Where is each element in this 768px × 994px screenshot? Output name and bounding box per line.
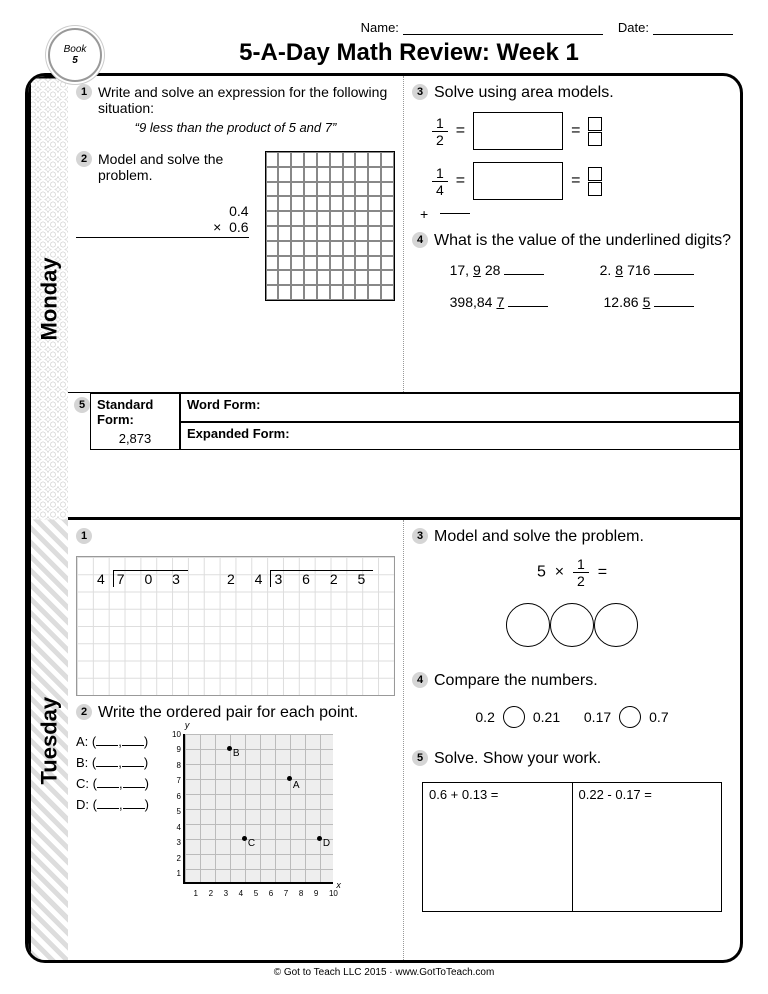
- monday-block: 1 Write and solve an expression for the …: [68, 76, 740, 520]
- mon-p3-plus: +: [420, 206, 732, 222]
- page-title: 5-A-Day Math Review: Week 1: [75, 39, 743, 67]
- mon-p5-num: 5: [74, 397, 90, 413]
- mon-p2-text: Model and solve the problem.: [98, 151, 255, 183]
- badge-num: 5: [72, 55, 78, 66]
- tue-p2-num: 2: [76, 704, 92, 720]
- tab-tuesday: Tuesday: [28, 520, 68, 961]
- tue-p4-row: 0.20.21 0.170.7: [412, 706, 732, 728]
- tue-p5-num: 5: [412, 750, 428, 766]
- point-d: [317, 836, 322, 841]
- mon-p4-v3: 398,847: [450, 294, 505, 310]
- mon-p5-wf-label[interactable]: Word Form:: [180, 393, 740, 422]
- mon-p3-f2d: 4: [432, 182, 448, 198]
- point-a: [287, 776, 292, 781]
- tue-p5-e1[interactable]: 0.6 + 0.13 =: [423, 783, 573, 911]
- mon-p3-text: Solve using area models.: [434, 84, 732, 102]
- date-blank[interactable]: [653, 20, 733, 35]
- mon-p3-f1d: 2: [432, 132, 448, 148]
- mon-p3-num: 3: [412, 84, 428, 100]
- name-label: Name:: [361, 20, 399, 35]
- mon-p2-num: 2: [76, 151, 92, 167]
- tue-p4-text: Compare the numbers.: [434, 672, 732, 690]
- tue-p1-div2: 2 43 6 2 5: [227, 571, 373, 587]
- mon-p3-row1: 12 = =: [432, 112, 732, 150]
- mon-p5-sf-val: 2,873: [97, 431, 173, 446]
- mon-p2-a: 0.4: [76, 203, 249, 219]
- mon-p1-num: 1: [76, 84, 92, 100]
- tue-p1-num: 1: [76, 528, 92, 544]
- header-line: Name: Date:: [25, 20, 743, 35]
- tue-p3-num: 3: [412, 528, 428, 544]
- tue-p2-text: Write the ordered pair for each point.: [98, 704, 395, 722]
- tue-p1-div1: 47 0 3: [97, 571, 188, 587]
- mon-p2-op: ×: [213, 219, 221, 235]
- footer: © Got to Teach LLC 2015 · www.GotToTeach…: [25, 967, 743, 978]
- tue-p3-text: Model and solve the problem.: [434, 528, 732, 546]
- mon-p2-b: 0.6: [229, 219, 248, 235]
- tue-p4-num: 4: [412, 672, 428, 688]
- days-column: Monday Tuesday: [28, 76, 68, 960]
- mon-p5-sf-label: Standard Form:: [97, 397, 173, 427]
- tue-p5-text: Solve. Show your work.: [434, 750, 732, 768]
- area-rect-2[interactable]: [473, 162, 563, 200]
- name-blank[interactable]: [403, 20, 603, 35]
- content-column: 1 Write and solve an expression for the …: [68, 76, 740, 960]
- main-frame: Monday Tuesday 1 Write and solve an expr…: [25, 73, 743, 963]
- tuesday-block: 1 47 0 3 2 43 6 2 5 2 Write the ordered …: [68, 520, 740, 961]
- mon-p1-text: Write and solve an expression for the fo…: [98, 84, 395, 116]
- mon-p4-v1: 17,928: [450, 262, 501, 278]
- mon-p5-ef-label[interactable]: Expanded Form:: [180, 422, 740, 451]
- y-axis-label: y: [185, 720, 190, 730]
- point-c: [242, 836, 247, 841]
- mon-p3-row2: 14 = =: [432, 162, 732, 200]
- tue-p1-grid: 47 0 3 2 43 6 2 5: [76, 556, 395, 696]
- tue-p5-boxes: 0.6 + 0.13 = 0.22 - 0.17 =: [422, 782, 722, 912]
- tue-p3-circles: [412, 603, 732, 652]
- coord-plane: y x 10987654321 12345678910 A B C D: [163, 734, 333, 904]
- mon-p4-v2: 2.8716: [600, 262, 651, 278]
- tue-p3-expr: 5 × 12 =: [412, 556, 732, 589]
- mon-p1-quote: “9 less than the product of 5 and 7”: [96, 120, 375, 135]
- tue-p2-pairs: A: (,) B: (,) C: (,) D: (,): [76, 734, 149, 904]
- date-label: Date:: [618, 20, 649, 35]
- badge-book: Book: [64, 44, 87, 55]
- tue-p5-e2[interactable]: 0.22 - 0.17 =: [573, 783, 722, 911]
- mon-p4-text: What is the value of the underlined digi…: [434, 232, 732, 250]
- mon-p3-f2n: 1: [432, 165, 448, 182]
- mon-p2-grid: [265, 151, 395, 301]
- book-badge: Book 5: [48, 28, 102, 82]
- point-b: [227, 746, 232, 751]
- tab-monday: Monday: [28, 76, 68, 520]
- mon-p3-f1n: 1: [432, 115, 448, 132]
- mon-p2-math: 0.4 × 0.6: [76, 203, 255, 238]
- area-rect-1[interactable]: [473, 112, 563, 150]
- mon-p4-num: 4: [412, 232, 428, 248]
- mon-p4-v4: 12.865: [604, 294, 651, 310]
